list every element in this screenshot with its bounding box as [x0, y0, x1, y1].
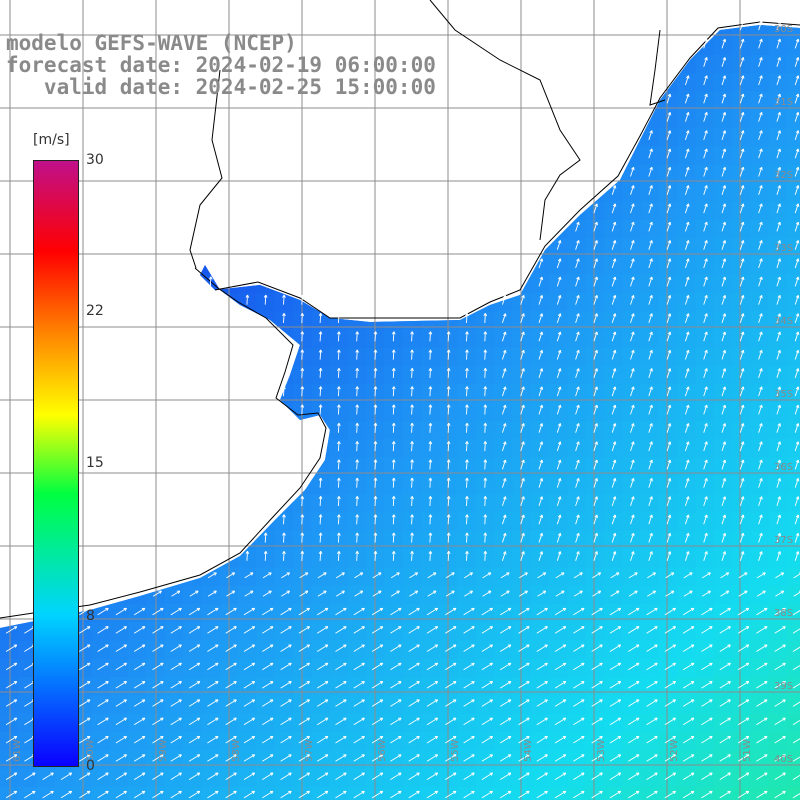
wind-cell [786, 713, 800, 733]
wind-cell [164, 786, 184, 800]
lat-label: 34S [774, 316, 793, 327]
wind-cell [786, 585, 800, 605]
wind-cell [786, 622, 800, 641]
lon-label: 61W [12, 739, 23, 762]
title-valid-date: valid date: 2024-02-25 15:00:00 [6, 75, 436, 99]
wind-cell [0, 786, 19, 800]
wind-cell [36, 786, 56, 800]
lat-label: 35S [774, 389, 793, 400]
wind-cell [786, 640, 800, 660]
lat-label: 38S [774, 608, 793, 619]
lon-label: 59W [158, 739, 169, 762]
lon-label: 57W [304, 739, 315, 762]
lon-label: 52W [669, 739, 680, 762]
colorbar-tick-30: 30 [86, 152, 104, 168]
wind-cell [786, 695, 800, 715]
lat-label: 30S [774, 24, 793, 35]
wind-cell [54, 786, 74, 800]
title-model: modelo GEFS-WAVE (NCEP) [6, 31, 297, 55]
lon-label: 53W [596, 739, 607, 762]
colorbar [33, 160, 79, 767]
wind-cell [786, 732, 800, 751]
colorbar-tick-15: 15 [86, 455, 104, 471]
lat-label: 36S [774, 462, 793, 473]
lat-label: 31S [774, 97, 793, 108]
wind-cell [786, 658, 800, 678]
title-forecast-date: forecast date: 2024-02-19 06:00:00 [6, 53, 436, 77]
lat-label: 33S [774, 243, 793, 254]
lon-label: 55W [450, 739, 461, 762]
lon-label: 51W [742, 739, 753, 762]
lon-label: 56W [377, 739, 388, 762]
wind-cell [109, 786, 129, 800]
wind-cell [201, 786, 221, 800]
wind-cell [91, 786, 111, 800]
wind-cell [128, 786, 147, 800]
colorbar-tick-8: 8 [86, 608, 95, 624]
wind-cell [786, 768, 800, 788]
lat-label: 37S [774, 535, 793, 546]
lat-label: 32S [774, 170, 793, 181]
lon-label: 58W [231, 739, 242, 762]
lat-label: 40S [774, 754, 793, 765]
colorbar-tick-22: 22 [86, 303, 104, 319]
wind-cell [18, 786, 38, 800]
lon-label: 54W [523, 739, 534, 762]
colorbar-unit: [m/s] [33, 132, 70, 148]
wind-cell [786, 567, 800, 587]
wind-cell [183, 786, 202, 800]
colorbar-tick-0: 0 [86, 758, 95, 774]
lat-label: 39S [774, 681, 793, 692]
